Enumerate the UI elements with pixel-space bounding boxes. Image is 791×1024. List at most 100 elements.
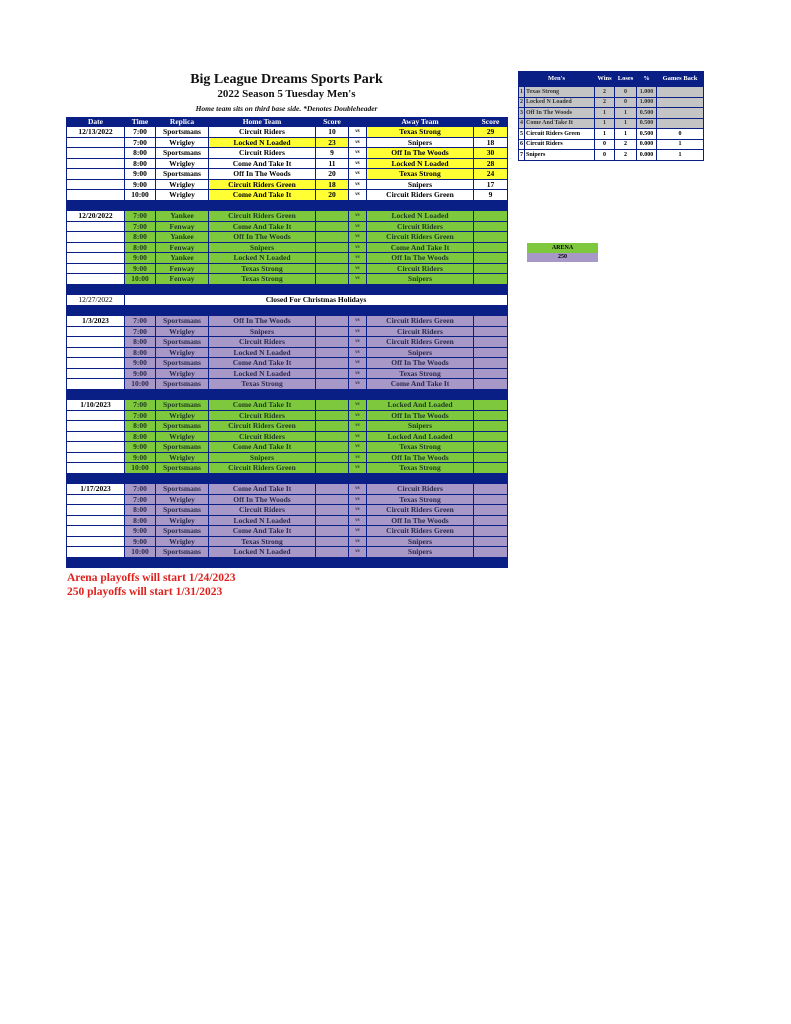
home-team-cell: Come And Take It bbox=[208, 157, 316, 169]
separator-cell bbox=[124, 304, 156, 316]
home-team-cell: Come And Take It bbox=[208, 399, 316, 411]
away-score-cell: 17 bbox=[473, 178, 508, 190]
home-score-cell: 10 bbox=[315, 126, 349, 138]
time-cell: 7:00 bbox=[124, 399, 156, 411]
time-cell: 7:00 bbox=[124, 409, 156, 421]
away-score-cell bbox=[473, 504, 508, 516]
away-score-cell bbox=[473, 514, 508, 526]
separator-cell bbox=[366, 388, 474, 400]
time-cell: 8:00 bbox=[124, 504, 156, 516]
vs-label: vs bbox=[348, 189, 367, 201]
time-cell: 10:00 bbox=[124, 462, 156, 474]
time-cell: 9:00 bbox=[124, 367, 156, 379]
date-cell bbox=[66, 147, 125, 159]
replica-cell: Yankee bbox=[155, 231, 209, 243]
replica-cell: Wrigley bbox=[155, 325, 209, 337]
away-team-cell: Locked N Loaded bbox=[366, 210, 474, 222]
col-replica: Replica bbox=[155, 117, 209, 127]
replica-cell: Sportsmans bbox=[155, 504, 209, 516]
wins-cell: 2 bbox=[594, 96, 616, 108]
closed-row: 12/27/2022 Closed For Christmas Holidays bbox=[66, 294, 508, 306]
time-cell: 8:00 bbox=[124, 231, 156, 243]
time-cell: 7:00 bbox=[124, 136, 156, 148]
separator-cell bbox=[315, 556, 349, 568]
time-cell: 10:00 bbox=[124, 378, 156, 390]
loses-cell: 0 bbox=[614, 86, 638, 98]
game-row: 8:00 Yankee Off In The Woods vs Circuit Ride… bbox=[66, 231, 508, 243]
separator-cell bbox=[348, 388, 367, 400]
home-score-cell bbox=[315, 525, 349, 537]
date-cell bbox=[66, 409, 125, 421]
replica-cell: Wrigley bbox=[155, 493, 209, 505]
date-cell bbox=[66, 367, 125, 379]
vs-label: vs bbox=[348, 378, 367, 390]
game-row: 9:00 Wrigley Snipers vs Off In The Woods bbox=[66, 451, 508, 463]
date-cell bbox=[66, 441, 125, 453]
away-score-cell bbox=[473, 546, 508, 558]
pct-cell: 1.000 bbox=[636, 96, 658, 108]
wins-cell: 1 bbox=[594, 117, 616, 129]
away-score-cell bbox=[473, 493, 508, 505]
schedule-table: Date Time Replica Home Team Score Away T… bbox=[66, 117, 508, 568]
away-score-cell bbox=[473, 451, 508, 463]
vs-label: vs bbox=[348, 525, 367, 537]
page-title: Big League Dreams Sports Park bbox=[190, 72, 383, 87]
separator-cell bbox=[66, 388, 125, 400]
replica-cell: Sportsmans bbox=[155, 168, 209, 180]
time-cell: 7:00 bbox=[124, 220, 156, 232]
home-score-cell bbox=[315, 273, 349, 285]
games-back-cell bbox=[656, 107, 705, 119]
date-cell bbox=[66, 430, 125, 442]
home-score-cell bbox=[315, 336, 349, 348]
away-score-cell bbox=[473, 210, 508, 222]
away-team-cell: Texas Strong bbox=[366, 462, 474, 474]
replica-cell: Sportsmans bbox=[155, 315, 209, 327]
separator-cell bbox=[155, 199, 209, 211]
date-cell bbox=[66, 546, 125, 558]
date-cell bbox=[66, 136, 125, 148]
separator-cell bbox=[66, 472, 125, 484]
home-team-cell: Off In The Woods bbox=[208, 315, 316, 327]
field-legend: ARENA 250 bbox=[527, 243, 598, 262]
games-back-cell bbox=[656, 86, 705, 98]
replica-cell: Sportsmans bbox=[155, 357, 209, 369]
home-team-cell: Locked N Loaded bbox=[208, 346, 316, 358]
separator-cell bbox=[208, 283, 316, 295]
game-row: 7:00 Wrigley Snipers vs Circuit Riders bbox=[66, 325, 508, 337]
date-cell bbox=[66, 504, 125, 516]
separator-cell bbox=[155, 283, 209, 295]
loses-cell: 2 bbox=[614, 149, 638, 161]
away-team-cell: Snipers bbox=[366, 136, 474, 148]
home-team-cell: Locked N Loaded bbox=[208, 514, 316, 526]
separator-row bbox=[66, 304, 508, 316]
home-team-cell: Texas Strong bbox=[208, 273, 316, 285]
wins-cell: 1 bbox=[594, 107, 616, 119]
away-team-cell: Circuit Riders bbox=[366, 325, 474, 337]
away-score-cell bbox=[473, 483, 508, 495]
date-cell bbox=[66, 262, 125, 274]
time-cell: 9:00 bbox=[124, 168, 156, 180]
date-cell bbox=[66, 357, 125, 369]
game-row: 12/13/2022 7:00 Sportsmans Circuit Riders 10… bbox=[66, 126, 508, 138]
away-team-cell: Circuit Riders Green bbox=[366, 315, 474, 327]
home-score-cell bbox=[315, 367, 349, 379]
away-team-cell: Snipers bbox=[366, 273, 474, 285]
away-team-cell: Circuit Riders Green bbox=[366, 504, 474, 516]
col-wins: Wins bbox=[597, 75, 612, 82]
away-team-cell: Circuit Riders Green bbox=[366, 525, 474, 537]
away-team-cell: Off In The Woods bbox=[366, 147, 474, 159]
game-row: 9:00 Wrigley Texas Strong vs Snipers bbox=[66, 535, 508, 547]
game-row: 7:00 Wrigley Off In The Woods vs Texas Stron… bbox=[66, 493, 508, 505]
away-team-cell: Circuit Riders Green bbox=[366, 231, 474, 243]
away-team-cell: Circuit Riders Green bbox=[366, 336, 474, 348]
separator-cell bbox=[124, 556, 156, 568]
game-row: 10:00 Sportsmans Locked N Loaded vs Snipers bbox=[66, 546, 508, 558]
date-cell: 12/20/2022 bbox=[66, 210, 125, 222]
legend-arena: ARENA bbox=[527, 243, 598, 253]
home-score-cell bbox=[315, 231, 349, 243]
date-cell: 12/13/2022 bbox=[66, 126, 125, 138]
home-score-cell bbox=[315, 378, 349, 390]
pct-cell: 1.000 bbox=[636, 86, 658, 98]
replica-cell: Wrigley bbox=[155, 136, 209, 148]
replica-cell: Wrigley bbox=[155, 409, 209, 421]
